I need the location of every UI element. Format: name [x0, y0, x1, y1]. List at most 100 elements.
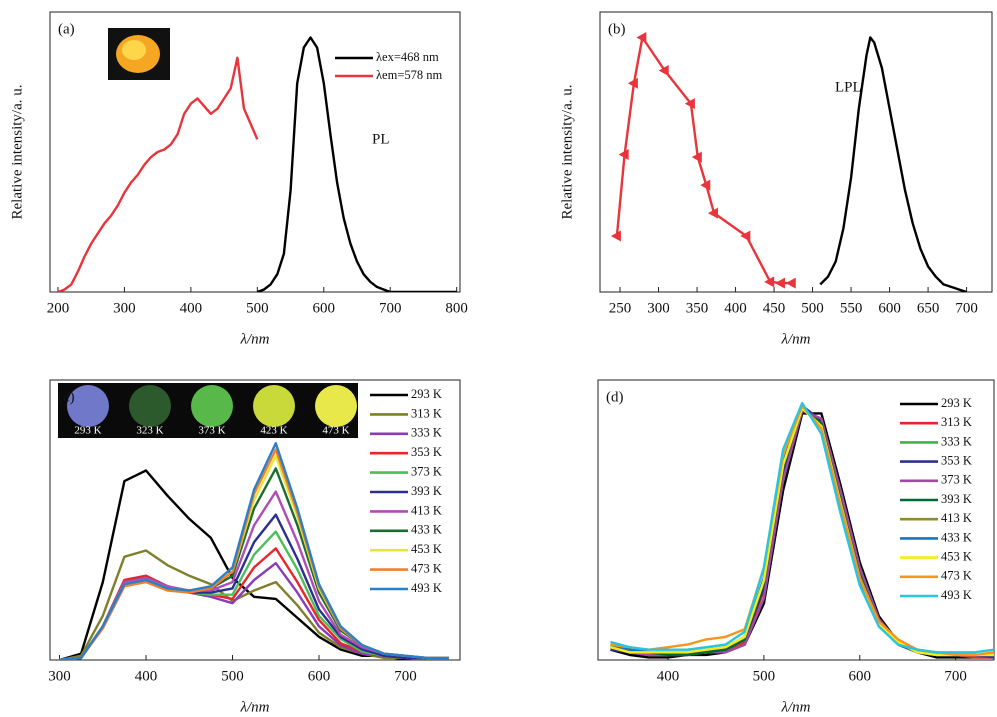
- legend-label: 333 K: [941, 434, 972, 448]
- legend-label: 453 K: [411, 542, 442, 556]
- legend-label: 373 K: [411, 464, 442, 478]
- x-tick-label: 700: [394, 668, 417, 684]
- x-tick-label: 600: [308, 668, 331, 684]
- legend-label: 433 K: [411, 523, 442, 537]
- annotation: PL: [372, 131, 390, 147]
- series-marker: [707, 207, 718, 219]
- legend-label: 453 K: [941, 549, 972, 563]
- series-marker: [691, 151, 702, 163]
- x-tick-label: 350: [686, 300, 709, 316]
- x-tick-label: 500: [753, 668, 776, 684]
- x-tick-label: 500: [801, 300, 824, 316]
- plot-frame: [597, 379, 995, 661]
- x-tick-label: 800: [445, 300, 468, 316]
- series-line: [59, 442, 449, 660]
- legend-label: 493 K: [411, 581, 442, 595]
- x-tick-label: 650: [917, 300, 940, 316]
- inset-label: 373 K: [198, 425, 225, 437]
- legend-label: 313 K: [941, 415, 972, 429]
- x-tick-label: 300: [48, 668, 71, 684]
- series-line: [59, 547, 449, 660]
- x-tick-label: 250: [609, 300, 632, 316]
- plot-frame: [49, 11, 461, 293]
- legend-label: 353 K: [941, 453, 972, 467]
- series-line: [59, 454, 449, 660]
- panel-label: (a): [58, 21, 75, 37]
- x-tick-label: 400: [657, 668, 680, 684]
- series-line: [610, 407, 994, 657]
- series-line: [59, 513, 449, 660]
- plot-area: [610, 31, 967, 292]
- legend-label: 353 K: [411, 445, 442, 459]
- x-tick-label: 400: [180, 300, 203, 316]
- legend-label: 413 K: [411, 503, 442, 517]
- legend-label: 393 K: [411, 484, 442, 498]
- plot-frame: [599, 11, 993, 293]
- series-marker: [764, 276, 775, 288]
- inset-powder-glow: [122, 40, 146, 60]
- x-tick-label: 700: [379, 300, 402, 316]
- inset-sample: [67, 385, 109, 427]
- series-line: [610, 407, 994, 657]
- x-axis-label: λ/nm: [240, 699, 270, 715]
- inset-label: 293 K: [74, 425, 101, 437]
- x-axis-label: λ/nm: [781, 331, 811, 347]
- annotation: LPL: [835, 79, 862, 95]
- inset-sample: [315, 385, 357, 427]
- series-marker: [618, 149, 629, 161]
- series-marker: [774, 277, 785, 289]
- x-tick-label: 600: [878, 300, 901, 316]
- series-marker: [740, 230, 751, 242]
- x-axis-label: λ/nm: [781, 699, 811, 715]
- legend-label: λex=468 nm: [376, 50, 439, 64]
- x-tick-label: 400: [135, 668, 158, 684]
- legend-label: 293 K: [941, 396, 972, 410]
- plot-area: [57, 36, 457, 292]
- x-tick-label: 300: [647, 300, 670, 316]
- x-tick-label: 700: [955, 300, 978, 316]
- series-marker: [636, 31, 647, 43]
- inset-label: 473 K: [322, 425, 349, 437]
- x-tick-label: 400: [724, 300, 747, 316]
- legend-label: 313 K: [411, 406, 442, 420]
- plot-area: [59, 442, 449, 660]
- x-tick-label: 300: [113, 300, 136, 316]
- panel-label: (d): [606, 389, 624, 405]
- series-line: [610, 407, 994, 659]
- x-tick-label: 600: [313, 300, 336, 316]
- legend-label: 413 K: [941, 511, 972, 525]
- series-marker: [700, 179, 711, 191]
- x-tick-label: 500: [246, 300, 269, 316]
- inset-label: 323 K: [136, 425, 163, 437]
- x-tick-label: 550: [840, 300, 863, 316]
- series-marker: [785, 277, 796, 289]
- series-marker: [627, 77, 638, 89]
- series-line: [610, 401, 994, 654]
- series-line: [610, 412, 994, 659]
- series-line: [819, 36, 967, 292]
- legend-label: 393 K: [941, 492, 972, 506]
- plot-area: [610, 401, 994, 659]
- y-axis-label: Relative intensity/a. u.: [559, 85, 575, 220]
- inset-sample: [191, 385, 233, 427]
- legend-label: 493 K: [941, 588, 972, 602]
- inset-sample: [253, 385, 295, 427]
- legend-label: 473 K: [941, 569, 972, 583]
- series-line: [57, 56, 259, 292]
- legend-label: 473 K: [411, 561, 442, 575]
- x-tick-label: 500: [221, 668, 244, 684]
- legend-label: 373 K: [941, 473, 972, 487]
- x-tick-label: 700: [944, 668, 967, 684]
- x-tick-label: 200: [47, 300, 70, 316]
- series-marker: [658, 65, 669, 77]
- series-line: [59, 549, 449, 660]
- y-axis-label: Relative intensity/a. u.: [9, 85, 25, 220]
- panel-label: (c): [58, 389, 75, 405]
- legend-label: 433 K: [941, 530, 972, 544]
- series-line: [615, 36, 792, 285]
- panel-label: (b): [608, 21, 626, 37]
- x-tick-label: 450: [763, 300, 786, 316]
- series-line: [610, 407, 994, 657]
